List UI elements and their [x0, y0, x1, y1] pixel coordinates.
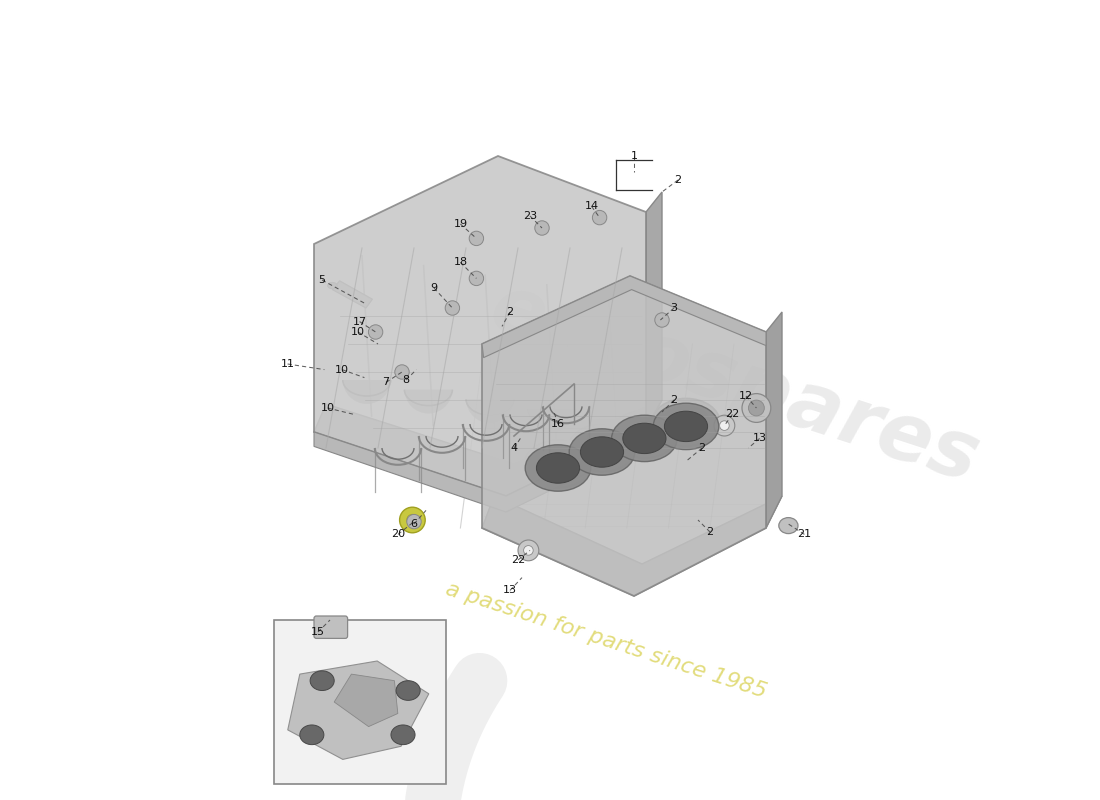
Text: 10: 10 — [320, 403, 334, 413]
Ellipse shape — [652, 398, 720, 446]
Ellipse shape — [328, 282, 338, 289]
Ellipse shape — [310, 671, 334, 690]
Ellipse shape — [664, 411, 707, 442]
Text: 8: 8 — [403, 375, 409, 385]
FancyBboxPatch shape — [314, 616, 348, 638]
Text: 9: 9 — [430, 283, 438, 293]
Circle shape — [446, 301, 460, 315]
Polygon shape — [482, 496, 782, 596]
Text: 16: 16 — [551, 419, 565, 429]
Wedge shape — [528, 409, 575, 433]
Text: 22: 22 — [725, 410, 739, 419]
Ellipse shape — [535, 448, 581, 480]
Ellipse shape — [524, 440, 592, 488]
Circle shape — [518, 540, 539, 561]
Text: 21: 21 — [798, 530, 812, 539]
Text: 6: 6 — [410, 519, 418, 529]
Text: 15: 15 — [311, 627, 324, 637]
Circle shape — [719, 421, 729, 430]
Text: 2: 2 — [698, 443, 705, 453]
Circle shape — [593, 210, 607, 225]
Text: 3: 3 — [671, 303, 678, 313]
Circle shape — [407, 514, 418, 526]
Polygon shape — [314, 156, 646, 496]
Circle shape — [535, 221, 549, 235]
Circle shape — [470, 231, 484, 246]
Ellipse shape — [779, 518, 798, 534]
Text: 17: 17 — [352, 317, 366, 326]
Text: 5: 5 — [319, 275, 326, 285]
Circle shape — [470, 271, 484, 286]
Circle shape — [395, 365, 409, 379]
Ellipse shape — [390, 725, 415, 745]
Text: 7: 7 — [383, 378, 389, 387]
Ellipse shape — [569, 429, 635, 475]
Ellipse shape — [525, 445, 591, 491]
Ellipse shape — [568, 424, 636, 472]
Text: 20: 20 — [390, 530, 405, 539]
Polygon shape — [482, 276, 766, 358]
Polygon shape — [482, 276, 766, 596]
Text: 1: 1 — [630, 151, 638, 161]
Circle shape — [742, 394, 771, 422]
Text: 18: 18 — [453, 258, 468, 267]
Ellipse shape — [623, 423, 666, 454]
Polygon shape — [314, 400, 662, 496]
Text: 2: 2 — [706, 527, 714, 537]
Circle shape — [748, 400, 764, 416]
Wedge shape — [466, 399, 514, 423]
Wedge shape — [590, 418, 637, 442]
Circle shape — [407, 514, 421, 529]
Text: 10: 10 — [351, 327, 365, 337]
Polygon shape — [766, 312, 782, 528]
Ellipse shape — [396, 681, 420, 700]
Polygon shape — [314, 428, 646, 512]
Text: 2: 2 — [674, 175, 682, 185]
Circle shape — [368, 325, 383, 339]
Circle shape — [654, 313, 669, 327]
Ellipse shape — [621, 418, 668, 450]
Wedge shape — [343, 380, 390, 404]
Text: 23: 23 — [522, 211, 537, 221]
Ellipse shape — [663, 406, 710, 438]
Polygon shape — [332, 281, 373, 308]
Text: eurospares: eurospares — [480, 268, 988, 500]
Ellipse shape — [300, 725, 323, 745]
Text: 11: 11 — [280, 359, 295, 369]
Text: 12: 12 — [739, 391, 754, 401]
Circle shape — [524, 546, 534, 555]
Circle shape — [399, 507, 426, 533]
Polygon shape — [288, 661, 429, 759]
Ellipse shape — [537, 453, 580, 483]
Text: 2: 2 — [670, 395, 678, 405]
Text: a passion for parts since 1985: a passion for parts since 1985 — [443, 578, 769, 702]
Polygon shape — [646, 192, 662, 428]
Circle shape — [714, 415, 735, 436]
Text: 19: 19 — [453, 219, 468, 229]
Ellipse shape — [653, 403, 718, 450]
Text: 13: 13 — [752, 434, 767, 443]
Text: 14: 14 — [584, 202, 598, 211]
Polygon shape — [334, 674, 398, 726]
Text: 22: 22 — [510, 555, 525, 565]
Ellipse shape — [579, 432, 625, 464]
Text: 13: 13 — [503, 586, 517, 595]
Bar — [274, 620, 446, 784]
Text: 10: 10 — [336, 365, 349, 374]
Text: 2: 2 — [506, 307, 514, 317]
Wedge shape — [405, 390, 452, 414]
Ellipse shape — [610, 410, 679, 458]
Text: 4: 4 — [510, 443, 518, 453]
Ellipse shape — [612, 415, 678, 462]
Ellipse shape — [581, 437, 624, 467]
